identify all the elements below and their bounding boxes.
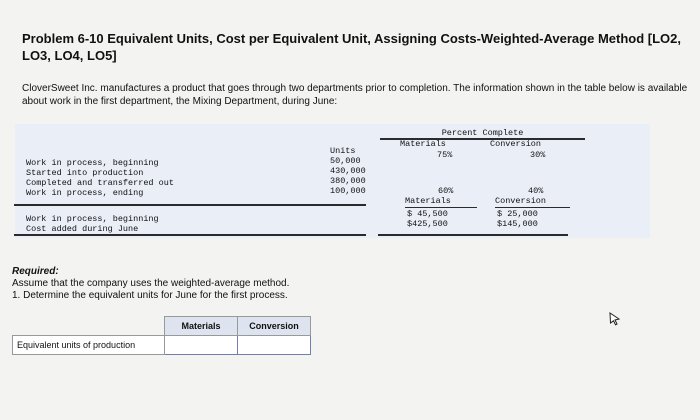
pointer-cursor-icon: [609, 312, 621, 326]
row-label: Completed and transferred out: [26, 178, 174, 188]
conversion-eu-cell[interactable]: [237, 335, 311, 355]
units-value: 50,000: [330, 156, 361, 166]
cost-materials-added: $425,500: [407, 219, 448, 229]
cost-conversion-beginning: $ 25,000: [497, 209, 538, 219]
required-heading: Required:: [12, 266, 59, 277]
required-section: Required: Assume that the company uses t…: [12, 266, 412, 302]
row-label: Started into production: [26, 168, 144, 178]
cost-materials-beginning: $ 45,500: [407, 209, 448, 219]
percent-complete-header: Percent Complete: [380, 128, 585, 140]
required-question: 1. Determine the equivalent units for Ju…: [12, 290, 288, 301]
divider: [14, 234, 366, 236]
units-header: Units: [330, 146, 356, 156]
problem-intro: CloverSweet Inc. manufactures a product …: [22, 83, 688, 107]
problem-title: Problem 6-10 Equivalent Units, Cost per …: [22, 31, 681, 63]
answer-col-materials: Materials: [164, 316, 238, 336]
answer-row-label: Equivalent units of production: [12, 335, 165, 355]
units-value: 100,000: [330, 186, 366, 196]
units-value: 430,000: [330, 166, 366, 176]
wip-beginning-conversion-pct: 30%: [530, 150, 546, 160]
cost-conversion-header: Conversion: [495, 196, 570, 208]
conversion-subheader: Conversion: [490, 139, 542, 149]
divider: [378, 234, 568, 236]
row-label: Work in process, beginning: [26, 214, 159, 224]
cost-row-labels: Work in process, beginning Cost added du…: [26, 214, 159, 234]
required-line: Assume that the company uses the weighte…: [12, 278, 290, 289]
row-label: Work in process, beginning: [26, 158, 159, 168]
data-table-background: [15, 124, 650, 238]
row-label: Cost added during June: [26, 224, 139, 234]
units-value: 380,000: [330, 176, 366, 186]
cost-materials-header: Materials: [405, 196, 477, 208]
cost-conversion-added: $145,000: [497, 219, 538, 229]
materials-eu-input[interactable]: [169, 339, 229, 351]
wip-ending-conversion-pct: 40%: [528, 186, 544, 196]
unit-row-labels: Work in process, beginning Started into …: [26, 158, 174, 198]
units-column: Units 50,000 430,000 380,000 100,000: [330, 146, 366, 196]
materials-eu-cell[interactable]: [164, 335, 238, 355]
wip-beginning-materials-pct: 75%: [437, 150, 453, 160]
answer-col-conversion: Conversion: [237, 316, 311, 336]
wip-ending-materials-pct: 60%: [438, 186, 454, 196]
materials-subheader: Materials: [400, 139, 446, 149]
divider: [14, 204, 366, 206]
answer-table: Materials Conversion Equivalent units of…: [12, 316, 311, 355]
row-label: Work in process, ending: [26, 188, 144, 198]
conversion-eu-input[interactable]: [242, 339, 302, 351]
